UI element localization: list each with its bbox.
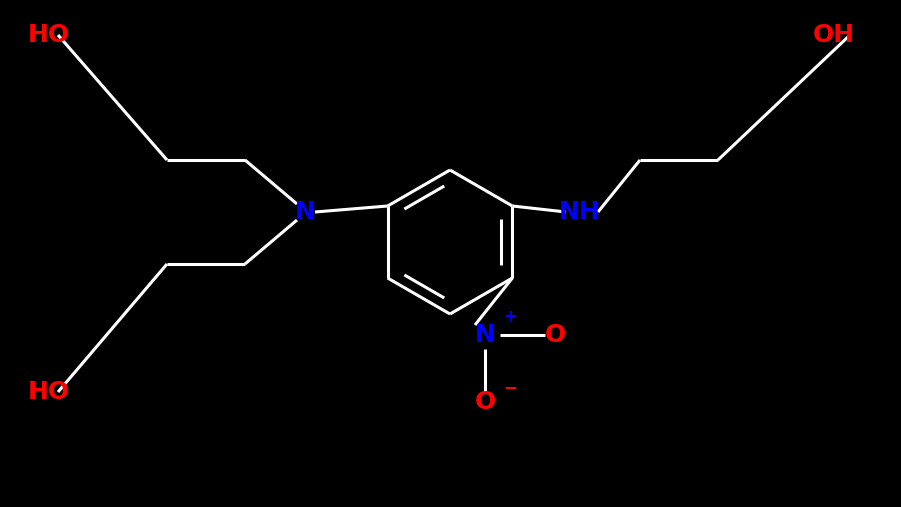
- Text: O: O: [544, 323, 566, 347]
- Text: OH: OH: [813, 23, 855, 47]
- Text: HO: HO: [28, 23, 70, 47]
- Text: −: −: [503, 378, 517, 396]
- Text: HO: HO: [28, 380, 70, 404]
- Text: NH: NH: [560, 200, 601, 224]
- Text: +: +: [503, 308, 517, 326]
- Text: N: N: [295, 200, 315, 224]
- Text: O: O: [474, 390, 496, 414]
- Text: N: N: [475, 323, 496, 347]
